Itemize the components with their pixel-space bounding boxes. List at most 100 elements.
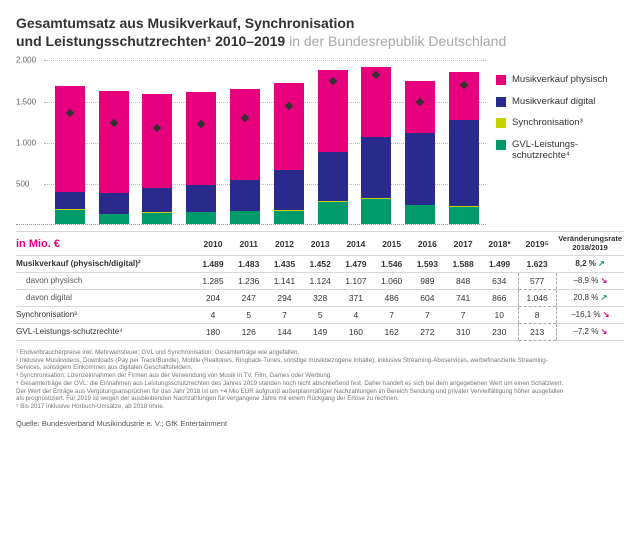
bar-segment bbox=[449, 72, 479, 120]
data-cell: 1.489 bbox=[195, 255, 231, 272]
table-row: Synchronisation³45754777108–16,1 % ↘ bbox=[16, 306, 624, 323]
bar-segment bbox=[274, 83, 304, 170]
table-row: GVL-Leistungs-schutzrechte⁴1801261441491… bbox=[16, 323, 624, 340]
data-cell: 634 bbox=[481, 272, 518, 289]
data-cell: 8 bbox=[518, 306, 556, 323]
chart-title: Gesamtumsatz aus Musikverkauf, Synchroni… bbox=[16, 14, 624, 50]
stacked-bar-chart: 5001.0001.5002.000 bbox=[16, 60, 486, 225]
rate-cell: 20,8 % ↗ bbox=[556, 289, 624, 306]
table-row: davon physisch1.2851.2361.1411.1241.1071… bbox=[16, 272, 624, 289]
year-header: 2019⁵ bbox=[518, 232, 556, 256]
year-header: 2011 bbox=[231, 232, 267, 256]
bar-segment bbox=[230, 211, 260, 224]
y-axis-label: 2.000 bbox=[16, 56, 36, 65]
bar-segment bbox=[449, 120, 479, 206]
footnote: ⁴ Gesamterträge der GVL: die Einnahmen a… bbox=[16, 380, 564, 403]
data-cell: 577 bbox=[518, 272, 556, 289]
row-label: davon digital bbox=[16, 289, 195, 306]
data-cell: 1.588 bbox=[445, 255, 481, 272]
bar-segment bbox=[361, 137, 391, 198]
title-line-2: und Leistungsschutzrechten¹ 2010–2019 bbox=[16, 33, 285, 49]
bar-segment bbox=[99, 193, 129, 213]
data-cell: 1.107 bbox=[338, 272, 374, 289]
bar-segment bbox=[99, 91, 129, 193]
title-suffix: in der Bundesrepublik Deutschland bbox=[285, 33, 506, 49]
data-cell: 1.623 bbox=[518, 255, 556, 272]
year-header: 2014 bbox=[338, 232, 374, 256]
bar-segment bbox=[274, 211, 304, 224]
data-cell: 1.435 bbox=[267, 255, 303, 272]
data-cell: 604 bbox=[410, 289, 446, 306]
data-table: in Mio. €2010201120122013201420152016201… bbox=[16, 231, 624, 341]
bar-2014 bbox=[230, 89, 260, 224]
bars-container bbox=[48, 60, 486, 224]
rate-cell: 8,2 % ↗ bbox=[556, 255, 624, 272]
data-cell: 866 bbox=[481, 289, 518, 306]
rate-cell: –7,2 % ↘ bbox=[556, 323, 624, 340]
year-header: 2017 bbox=[445, 232, 481, 256]
data-cell: 149 bbox=[302, 323, 338, 340]
bar-segment bbox=[274, 170, 304, 210]
data-cell: 310 bbox=[445, 323, 481, 340]
y-axis-label: 1.000 bbox=[16, 138, 36, 147]
legend-label: Synchronisation³ bbox=[512, 117, 583, 128]
data-cell: 741 bbox=[445, 289, 481, 306]
data-cell: 1.593 bbox=[410, 255, 446, 272]
data-cell: 10 bbox=[481, 306, 518, 323]
source-line: Quelle: Bundesverband Musikindustrie e. … bbox=[16, 419, 624, 428]
legend-label: Musikverkauf physisch bbox=[512, 74, 608, 85]
data-cell: 1.546 bbox=[374, 255, 410, 272]
chart-region: 5001.0001.5002.000 Musikverkauf physisch… bbox=[16, 60, 624, 225]
legend-item: Synchronisation³ bbox=[496, 117, 624, 128]
data-cell: 4 bbox=[195, 306, 231, 323]
title-line-1: Gesamtumsatz aus Musikverkauf, Synchroni… bbox=[16, 14, 624, 32]
bar-2017 bbox=[361, 67, 391, 224]
data-cell: 486 bbox=[374, 289, 410, 306]
legend-swatch bbox=[496, 97, 506, 107]
bar-2012 bbox=[142, 94, 172, 225]
data-cell: 989 bbox=[410, 272, 446, 289]
legend-swatch bbox=[496, 75, 506, 85]
bar-segment bbox=[449, 207, 479, 225]
footnotes: ¹ Endverbraucherpreise inkl. Mehrwertste… bbox=[16, 349, 624, 411]
bar-segment bbox=[405, 133, 435, 204]
footnote: ⁵ Bis 2017 inklusive Hörbuch-Umsätze, ab… bbox=[16, 403, 564, 411]
data-cell: 1.285 bbox=[195, 272, 231, 289]
table-row: davon digital204247294328371486604741866… bbox=[16, 289, 624, 306]
data-cell: 204 bbox=[195, 289, 231, 306]
bar-segment bbox=[142, 188, 172, 212]
footnote: ² Inklusive Musikvideos, Downloads (Pay … bbox=[16, 357, 564, 373]
footnote: ¹ Endverbraucherpreise inkl. Mehrwertste… bbox=[16, 349, 564, 357]
legend-swatch bbox=[496, 118, 506, 128]
data-cell: 1.141 bbox=[267, 272, 303, 289]
row-label: davon physisch bbox=[16, 272, 195, 289]
data-cell: 126 bbox=[231, 323, 267, 340]
data-cell: 272 bbox=[410, 323, 446, 340]
bar-segment bbox=[361, 199, 391, 225]
bar-segment bbox=[186, 92, 216, 185]
data-cell: 1.046 bbox=[518, 289, 556, 306]
data-cell: 7 bbox=[374, 306, 410, 323]
row-label: Musikverkauf (physisch/digital)² bbox=[16, 255, 195, 272]
bar-segment bbox=[55, 86, 85, 192]
data-cell: 247 bbox=[231, 289, 267, 306]
legend-item: GVL-Leistungs- schutzrechte⁴ bbox=[496, 139, 624, 162]
data-cell: 1.479 bbox=[338, 255, 374, 272]
bar-segment bbox=[186, 212, 216, 224]
data-cell: 213 bbox=[518, 323, 556, 340]
data-cell: 1.236 bbox=[231, 272, 267, 289]
legend-item: Musikverkauf physisch bbox=[496, 74, 624, 85]
rate-cell: –16,1 % ↘ bbox=[556, 306, 624, 323]
bar-segment bbox=[405, 205, 435, 224]
data-cell: 144 bbox=[267, 323, 303, 340]
data-cell: 294 bbox=[267, 289, 303, 306]
data-cell: 1.499 bbox=[481, 255, 518, 272]
bar-segment bbox=[318, 202, 348, 224]
year-header: 2012 bbox=[267, 232, 303, 256]
data-cell: 1.452 bbox=[302, 255, 338, 272]
bar-2016 bbox=[318, 70, 348, 224]
bar-segment bbox=[405, 81, 435, 133]
bar-segment bbox=[55, 210, 85, 225]
bar-segment bbox=[186, 185, 216, 212]
bar-segment bbox=[142, 213, 172, 225]
